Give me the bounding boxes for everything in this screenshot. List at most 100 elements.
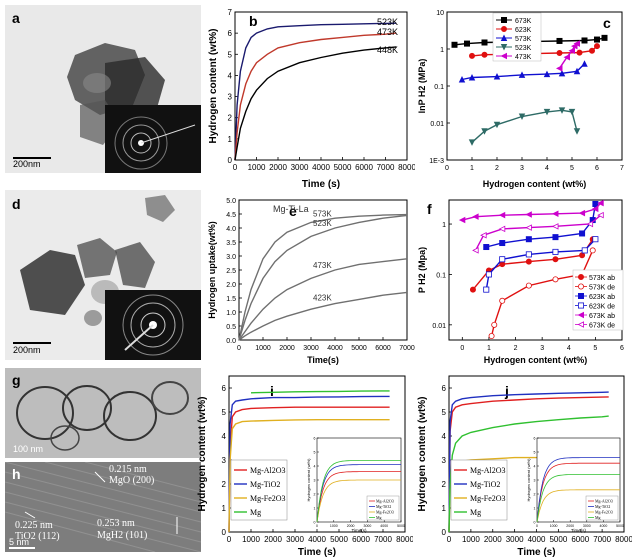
data-point <box>573 128 581 135</box>
data-point <box>451 41 458 48</box>
inset-x-tick-label: 4000 <box>600 524 608 528</box>
x-tick-label: 7000 <box>377 163 395 172</box>
inset-y-label: Hydrogen content (wt%) <box>526 458 531 502</box>
inset-legend-label: Mg-TiO2 <box>376 504 391 509</box>
legend-marker <box>577 321 585 328</box>
legend-item: 623K ab <box>575 293 615 301</box>
inset-legend-label: Mg <box>376 515 382 520</box>
y-tick-label: 2 <box>222 480 227 489</box>
y-tick-label: 4.5 <box>226 212 236 219</box>
chart-title: Mg-Ti-La <box>273 204 309 214</box>
hrtem-image-h: 0.215 nm MgO (200) 0.225 nm TiO2 (112) 0… <box>5 462 201 552</box>
y-tick-label: 0 <box>228 156 233 165</box>
y-tick-label: 3.0 <box>226 254 236 261</box>
x-axis-label: Hydrogen content (wt%) <box>483 179 587 189</box>
legend-label: Mg-TiO2 <box>250 480 280 489</box>
series-573K <box>458 60 588 83</box>
y-tick-label: 6 <box>228 29 233 38</box>
y-tick-label: 1 <box>442 504 447 513</box>
data-point <box>525 258 532 265</box>
x-tick-label: 3 <box>540 345 544 352</box>
panel-letter-i: i <box>270 383 274 399</box>
data-point <box>556 49 563 56</box>
data-point <box>480 231 487 239</box>
data-point <box>556 65 563 72</box>
scalebar-label-h: 5 nm <box>9 537 30 547</box>
data-point <box>588 47 595 54</box>
series-label-473K: 473K <box>313 261 332 270</box>
legend-item: Mg-Al2O3 <box>454 466 506 475</box>
panel-letter-f: f <box>427 201 432 217</box>
series-473K <box>238 258 408 341</box>
x-tick-label: 8000 <box>398 163 415 172</box>
panel-letter-d: d <box>12 196 21 212</box>
plane-tio2: TiO2 (112) <box>15 531 60 542</box>
data-point <box>488 333 495 340</box>
data-point <box>525 224 532 231</box>
series-423K <box>238 291 408 341</box>
legend-item: 573K de <box>575 283 615 292</box>
series-Mg <box>250 390 390 394</box>
legend-marker <box>500 52 507 60</box>
inset-y-tick-label: 0 <box>314 521 316 525</box>
legend-label: 573K de <box>589 285 615 292</box>
data-point <box>552 248 559 255</box>
data-point <box>586 220 594 228</box>
inset-x-tick-label: 1000 <box>550 524 558 528</box>
data-point <box>581 37 588 44</box>
legend-i: Mg-Al2O3 Mg-TiO2 Mg-Fe2O3 Mg <box>230 459 288 521</box>
data-point <box>558 107 566 114</box>
x-tick-label: 1000 <box>248 163 266 172</box>
data-point <box>468 139 476 146</box>
chart-e: e 0 1000 2000 3000 4000 5000 6000 7000 0.0 0.5 1.0 1… <box>207 198 415 365</box>
inset-legend-label: Mg <box>595 515 601 520</box>
y-tick-label: 6 <box>222 384 227 393</box>
y-tick-label: 0.1 <box>434 84 444 91</box>
x-tick-label: 7000 <box>593 535 611 544</box>
chart-c: c 0 1 2 3 4 5 6 7 1E-3 0.01 0.1 1 10 Hydrogen content … <box>417 10 624 189</box>
series-line <box>238 291 408 341</box>
x-tick-label: 6 <box>620 345 624 352</box>
d-spacing-tio2: 0.225 nm <box>15 520 53 531</box>
legend-item: Mg-TiO2 <box>234 480 280 489</box>
data-point <box>551 210 559 218</box>
inset-y-tick-label: 2 <box>534 493 536 497</box>
y-tick-label: 0.0 <box>226 338 236 345</box>
series-573K <box>238 213 408 341</box>
x-tick-label: 0 <box>447 535 452 544</box>
x-tick-label: 4 <box>545 165 549 172</box>
legend-marker <box>500 34 508 41</box>
data-point <box>525 236 532 243</box>
inset-legend-label: Mg-Fe2O3 <box>595 510 613 515</box>
y-tick-label: 4 <box>228 71 233 80</box>
series-line <box>234 22 397 161</box>
legend-marker <box>501 16 508 23</box>
data-point <box>579 230 586 237</box>
inset-y-tick-label: 1 <box>314 507 316 511</box>
x-tick-label: 1 <box>470 165 474 172</box>
x-tick-label: 5000 <box>330 535 348 544</box>
data-point <box>552 276 559 283</box>
data-point <box>518 113 526 120</box>
series-line <box>471 109 578 143</box>
scalebar-label-d: 200nm <box>13 345 41 355</box>
series-Mg-Al2O3 <box>448 396 609 533</box>
data-point <box>552 256 559 263</box>
data-point <box>485 271 492 278</box>
tem-image-a: 200nm <box>5 5 201 173</box>
inset-y-tick-label: 1 <box>534 507 536 511</box>
legend-box <box>572 269 624 331</box>
data-point <box>592 236 599 243</box>
y-tick-label: 0.5 <box>226 324 236 331</box>
x-tick-label: 7000 <box>399 345 415 352</box>
data-point <box>576 49 583 56</box>
data-point <box>597 199 604 207</box>
series-Mg-Fe2O3 <box>228 419 390 533</box>
series-448K <box>234 46 397 161</box>
x-tick-label: 2000 <box>269 163 287 172</box>
d-spacing-mgo: 0.215 nm <box>109 464 147 475</box>
x-tick-label: 2000 <box>484 535 502 544</box>
x-tick-label: 5000 <box>334 163 352 172</box>
x-tick-label: 3000 <box>506 535 524 544</box>
inset-x-tick-label: 0 <box>316 524 318 528</box>
